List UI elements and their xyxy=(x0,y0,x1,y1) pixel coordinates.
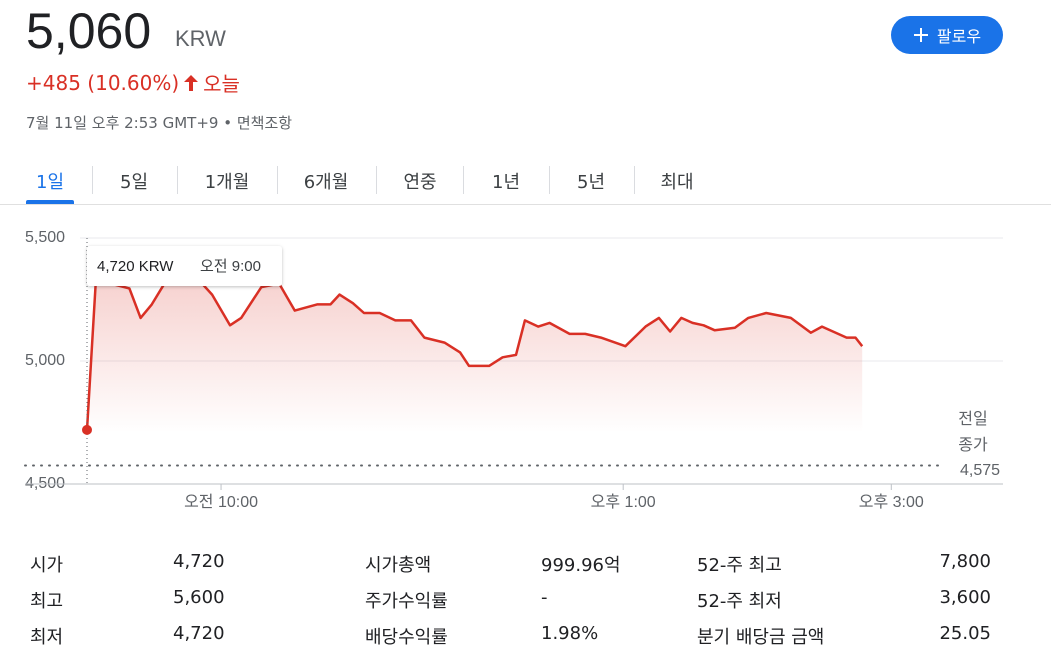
tooltip-price: 4,720 KRW xyxy=(97,258,174,275)
range-tab[interactable]: 연중 xyxy=(403,172,437,193)
tab-separator xyxy=(92,166,93,194)
tooltip: 4,720 KRW 오전 9:00 xyxy=(87,246,282,286)
range-tabs: 1일 5일 1개월 6개월 연중 1년 5년 최대 xyxy=(0,160,1051,205)
tab-separator xyxy=(177,166,178,194)
stat-value: 7,800 xyxy=(939,551,991,572)
stat-value: 5,600 xyxy=(173,587,225,608)
stat-value: 4,720 xyxy=(173,551,225,572)
stat-value: 4,720 xyxy=(173,623,225,644)
timestamp: 7월 11일 오후 2:53 GMT+9 xyxy=(26,114,219,132)
previous-close-label: 종가 xyxy=(958,436,988,454)
range-tab[interactable]: 5년 xyxy=(576,172,606,193)
range-tab[interactable]: 1일 xyxy=(35,172,65,193)
tab-separator xyxy=(463,166,464,194)
follow-button[interactable]: 팔로우 xyxy=(891,16,1003,54)
range-tab[interactable]: 5일 xyxy=(119,172,149,193)
y-tick-label: 5,500 xyxy=(25,229,65,246)
stat-label: 배당수익률 xyxy=(365,627,448,648)
previous-close-value: 4,575 xyxy=(960,462,1000,479)
tab-separator xyxy=(634,166,635,194)
stat-label: 52-주 최고 xyxy=(697,555,782,576)
tooltip-time: 오전 9:00 xyxy=(200,258,261,275)
stat-value: 999.96억 xyxy=(541,555,621,576)
plus-icon xyxy=(913,28,928,42)
stat-label: 분기 배당금 금액 xyxy=(697,627,825,648)
y-tick-label: 5,000 xyxy=(25,352,65,369)
stat-value: - xyxy=(541,587,548,608)
area-fill xyxy=(87,279,863,484)
stat-value: 25.05 xyxy=(939,623,991,644)
range-tab[interactable]: 1년 xyxy=(491,172,521,193)
disclaimer[interactable]: 면책조항 xyxy=(236,114,293,132)
follow-label: 팔로우 xyxy=(936,27,982,46)
currency: KRW xyxy=(175,26,226,51)
range-tab[interactable]: 최대 xyxy=(660,172,694,193)
stat-label: 주가수익률 xyxy=(365,591,448,612)
previous-close-label: 전일 xyxy=(958,410,987,428)
x-tick-label: 오전 10:00 xyxy=(184,493,258,511)
price-line xyxy=(85,278,864,430)
tab-underline xyxy=(26,200,74,204)
stat-label: 시가총액 xyxy=(365,555,432,576)
stat-value: 1.98% xyxy=(541,623,599,644)
hover-point xyxy=(82,424,92,435)
tab-separator xyxy=(549,166,550,194)
stat-label: 시가 xyxy=(30,555,64,576)
range-tab[interactable]: 6개월 xyxy=(303,172,349,193)
up-arrow xyxy=(184,74,199,91)
separator: • xyxy=(223,114,233,132)
x-tick-label: 오후 3:00 xyxy=(859,493,924,511)
period: 오늘 xyxy=(203,72,240,96)
range-tab[interactable]: 1개월 xyxy=(204,172,250,193)
tooltip-box xyxy=(87,246,282,286)
change: +485 (10.60%) xyxy=(26,70,180,95)
stat-label: 최고 xyxy=(30,591,64,612)
tab-separator xyxy=(376,166,377,194)
price: 5,060 xyxy=(26,3,152,59)
stat-label: 최저 xyxy=(30,627,64,648)
x-tick-label: 오후 1:00 xyxy=(591,493,656,511)
stat-label: 52-주 최저 xyxy=(697,591,782,612)
stat-value: 3,600 xyxy=(939,587,991,608)
change-row: +485 (10.60%) 오늘 xyxy=(26,68,240,97)
timestamp-row: 7월 11일 오후 2:53 GMT+9 • 면책조항 xyxy=(26,112,292,133)
tab-separator xyxy=(277,166,278,194)
